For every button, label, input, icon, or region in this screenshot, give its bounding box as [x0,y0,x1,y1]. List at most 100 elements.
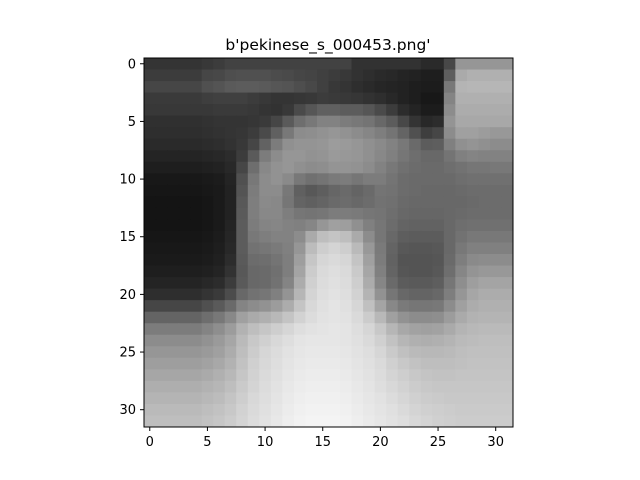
pixel-cell [363,380,376,393]
pixel-cell [144,184,157,197]
pixel-cell [489,81,502,94]
pixel-cell [282,196,295,209]
pixel-cell [247,265,260,278]
pixel-cell [144,323,157,336]
pixel-cell [293,230,306,243]
pixel-cell [409,196,422,209]
pixel-cell [236,242,249,255]
pixel-cell [270,69,283,82]
pixel-cell [213,69,226,82]
pixel-cell [247,115,260,128]
pixel-cell [501,300,514,313]
pixel-cell [224,173,237,186]
pixel-cell [432,104,445,117]
pixel-cell [455,69,468,82]
pixel-cell [144,334,157,347]
pixel-cell [351,288,364,301]
pixel-cell [466,104,479,117]
pixel-cell [167,150,180,163]
pixel-cell [328,196,341,209]
pixel-cell [144,380,157,393]
pixel-cell [178,150,191,163]
pixel-cell [386,161,399,174]
pixel-cell [155,230,168,243]
pixel-cell [293,380,306,393]
pixel-cell [305,288,318,301]
pixel-cell [178,161,191,174]
pixel-cell [466,207,479,220]
pixel-cell [455,254,468,267]
pixel-cell [167,173,180,186]
pixel-cell [144,127,157,140]
pixel-cell [259,369,272,382]
pixel-cell [466,415,479,428]
pixel-cell [340,230,353,243]
pixel-cell [386,346,399,359]
pixel-cell [374,92,387,105]
pixel-cell [270,300,283,313]
pixel-cell [247,403,260,416]
pixel-cell [144,346,157,359]
pixel-cell [409,161,422,174]
pixel-cell [409,230,422,243]
pixel-cell [144,242,157,255]
pixel-cell [501,219,514,232]
pixel-cell [178,138,191,151]
pixel-cell [432,242,445,255]
y-tick-label: 30 [119,403,136,418]
pixel-cell [247,127,260,140]
pixel-cell [397,277,410,290]
pixel-cell [190,230,203,243]
pixel-cell [155,265,168,278]
pixel-cell [363,311,376,324]
pixel-cell [213,161,226,174]
pixel-cell [351,184,364,197]
pixel-cell [351,369,364,382]
pixel-cell [386,230,399,243]
pixel-cell [386,127,399,140]
pixel-cell [224,127,237,140]
pixel-cell [144,196,157,209]
pixel-cell [224,277,237,290]
pixel-cell [501,196,514,209]
pixel-cell [293,277,306,290]
pixel-cell [259,127,272,140]
pixel-cell [489,219,502,232]
pixel-cell [420,346,433,359]
pixel-cell [213,311,226,324]
pixel-cell [340,115,353,128]
pixel-cell [363,277,376,290]
pixel-cell [340,207,353,220]
pixel-cell [270,277,283,290]
pixel-cell [386,138,399,151]
pixel-cell [247,300,260,313]
pixel-cell [363,127,376,140]
pixel-cell [386,403,399,416]
pixel-cell [190,346,203,359]
pixel-cell [374,161,387,174]
pixel-cell [282,58,295,71]
pixel-cell [466,161,479,174]
pixel-cell [478,357,491,370]
pixel-cell [409,254,422,267]
pixel-cell [316,92,329,105]
pixel-cell [432,69,445,82]
pixel-cell [432,196,445,209]
pixel-cell [328,184,341,197]
pixel-cell [455,92,468,105]
pixel-cell [409,288,422,301]
pixel-cell [167,161,180,174]
pixel-cell [501,138,514,151]
pixel-cell [409,173,422,186]
x-tick-label: 0 [146,435,154,450]
pixel-cell [478,104,491,117]
pixel-cell [386,69,399,82]
pixel-cell [190,415,203,428]
pixel-cell [224,415,237,428]
pixel-cell [501,104,514,117]
pixel-cell [363,104,376,117]
pixel-cell [213,242,226,255]
pixel-cell [455,242,468,255]
pixel-cell [190,184,203,197]
pixel-cell [420,277,433,290]
